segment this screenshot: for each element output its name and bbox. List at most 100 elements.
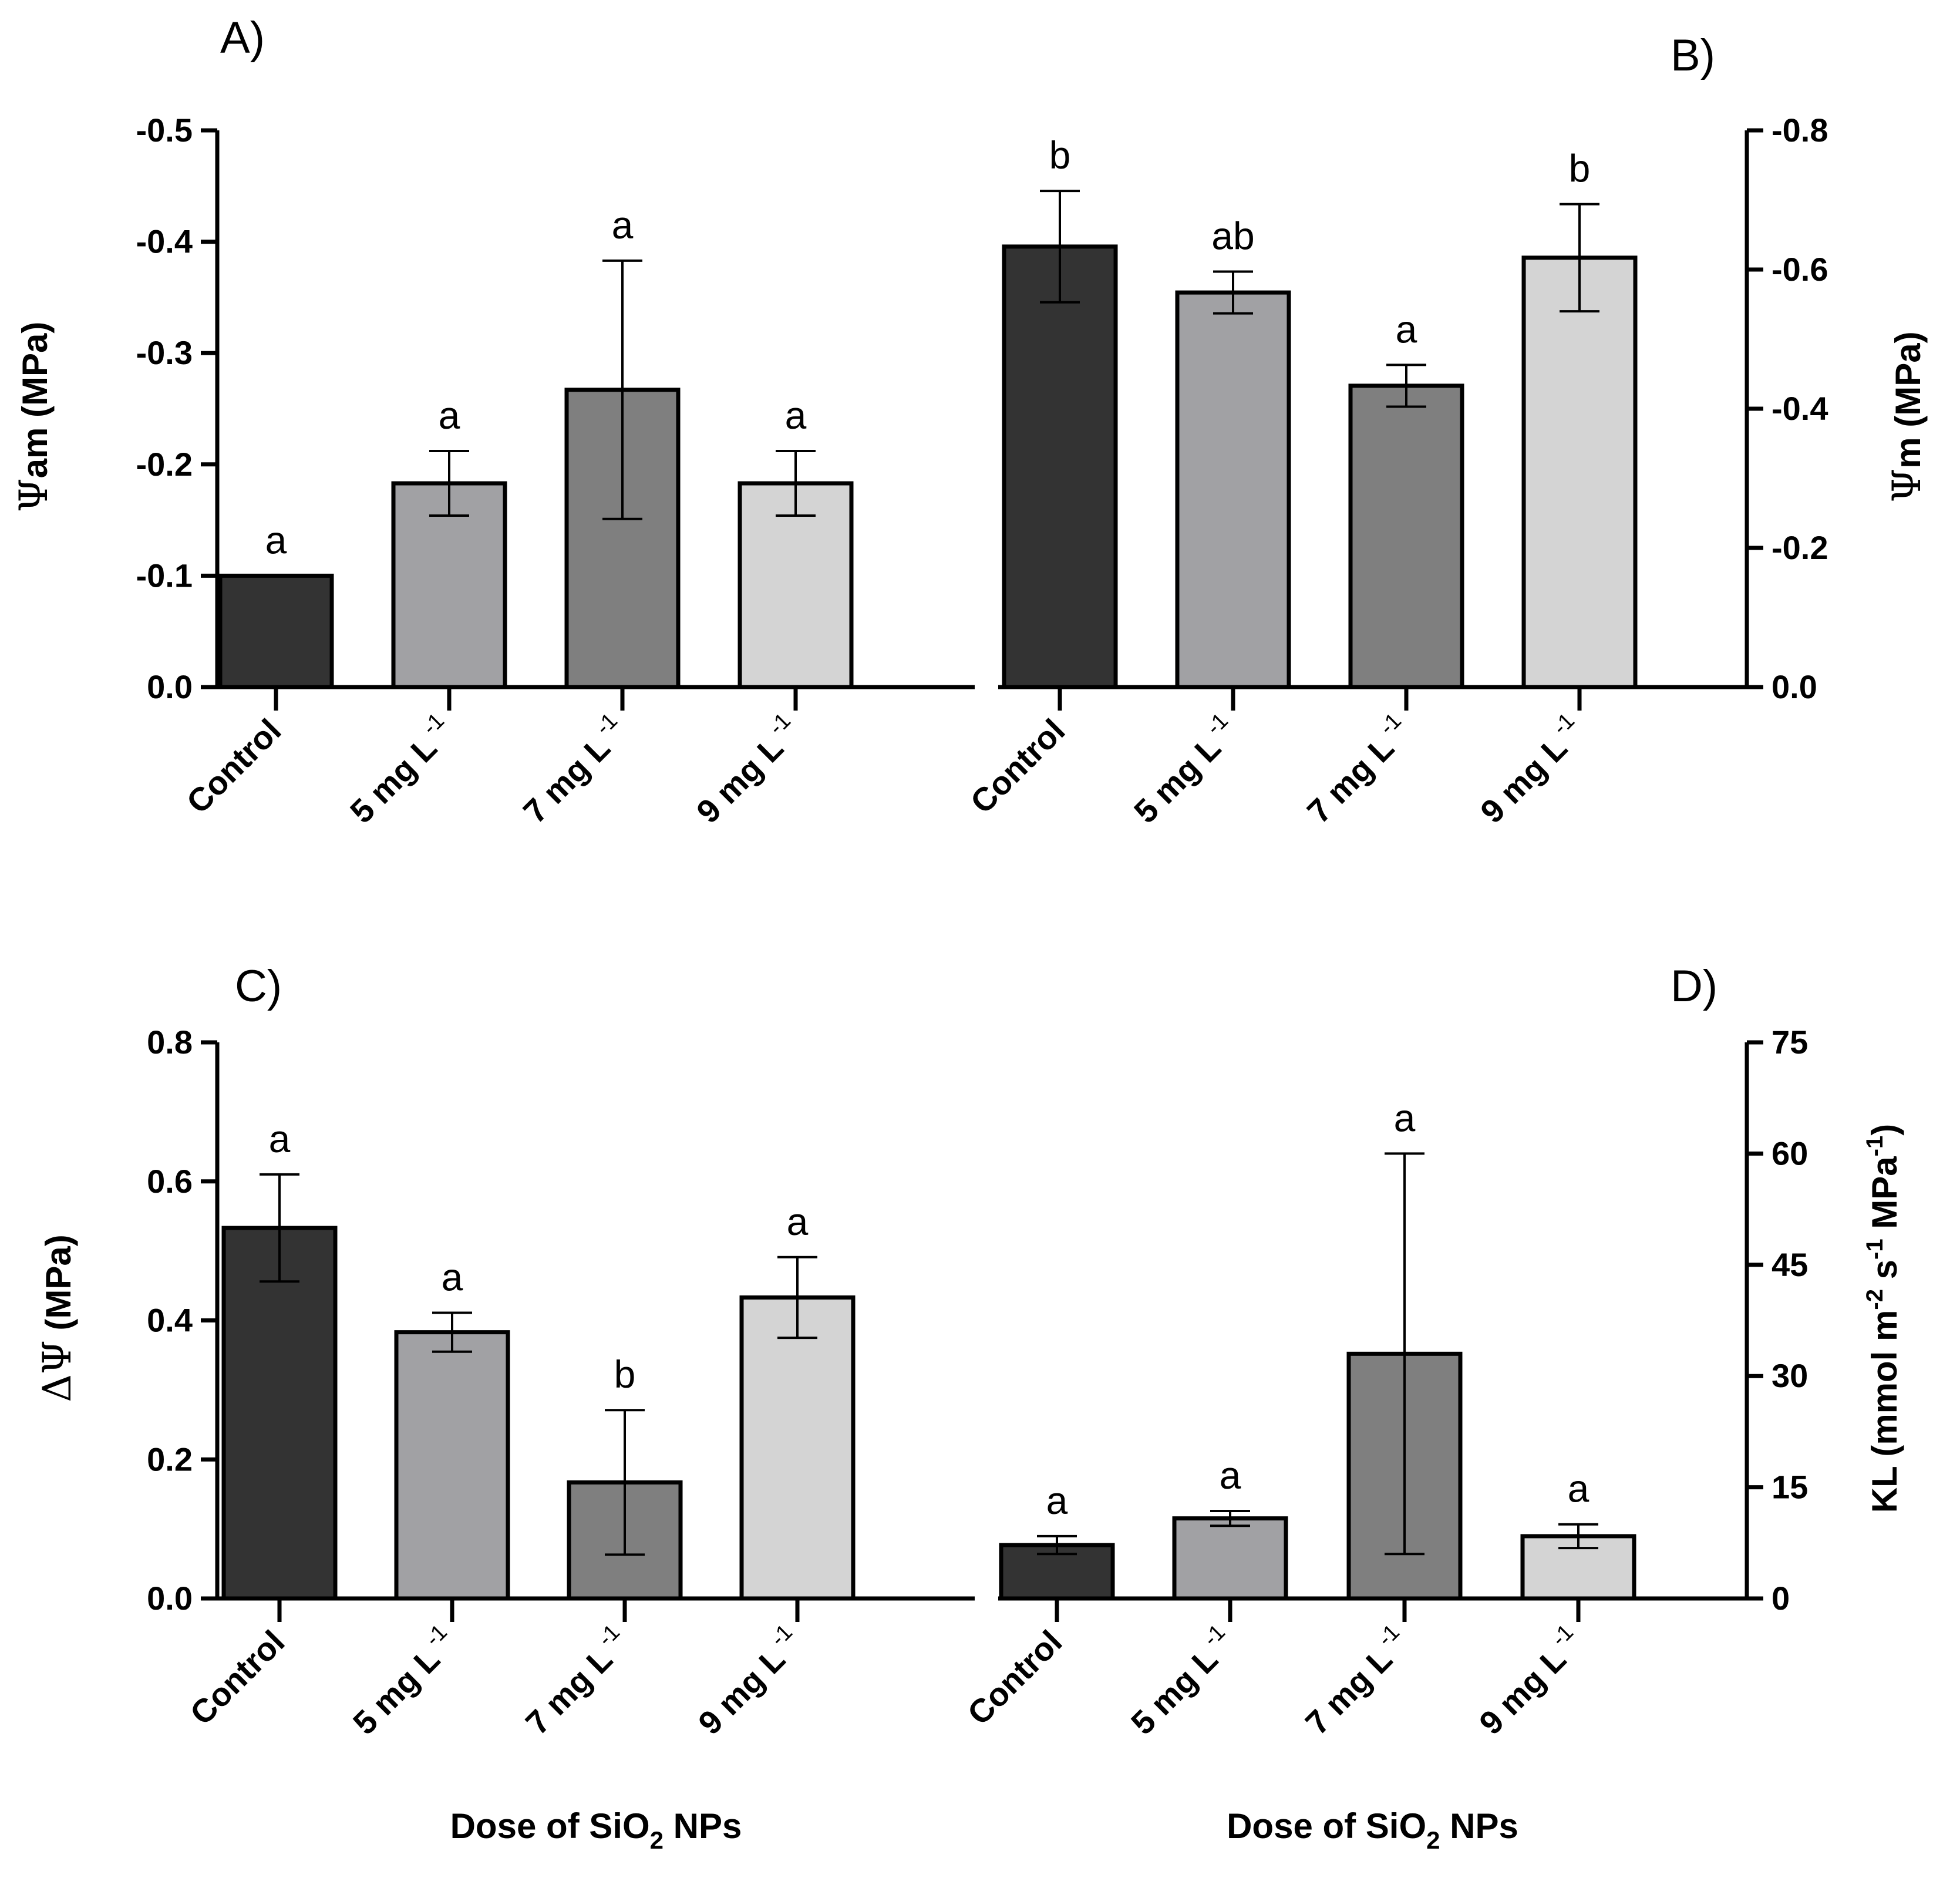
significance-letter: a [785,393,807,437]
x-title-main: Dose of SiO [450,1806,650,1846]
x-title-tail: NPs [664,1806,742,1846]
category-text: 5 mg L [346,1640,447,1741]
y-tick-label: -0.3 [136,334,193,371]
significance-letter: a [1046,1479,1068,1522]
error-bar-2 [429,450,469,517]
y-tick-label: 0.6 [147,1163,193,1200]
error-bar-3 [1386,364,1426,408]
category-text: 7 mg L [1298,1640,1399,1741]
y-tick-label: -0.4 [136,223,193,260]
significance-letter: a [787,1200,809,1243]
category-label: 5 mg L-1 [339,708,461,830]
error-bar-2 [432,1311,472,1353]
bar-1 [218,573,334,689]
significance-letter: a [1396,307,1417,351]
category-text: 7 mg L [518,1640,619,1741]
panel-label: A) [220,13,265,63]
y-tick-label: 30 [1772,1357,1808,1394]
y-label-part: MPa [1865,1156,1904,1239]
panel-label: D) [1671,961,1717,1011]
error-bar-4 [777,1256,817,1339]
y-tick-label: -0.6 [1772,251,1828,288]
y-tick-label: 0 [1772,1580,1790,1617]
error-bar-1 [260,1173,299,1283]
y-tick-label: 15 [1772,1469,1808,1506]
category-text: Control [963,712,1072,820]
y-tick-label: 0.2 [147,1441,193,1478]
significance-letter: a [265,518,287,561]
error-bar-3 [605,1409,645,1556]
significance-letter: b [614,1352,636,1396]
error-bar-2 [1213,270,1253,315]
y-label-symbol: Ψ [1884,469,1929,503]
x-axis-title: Dose of SiO2 NPs [1227,1806,1518,1854]
y-tick-label: 0.4 [147,1302,193,1339]
error-bar-4 [1558,1523,1598,1550]
y-label-text: (MPa) [39,1234,78,1340]
y-label-part: ) [1865,1124,1904,1136]
significance-letter: ab [1211,214,1254,258]
bar-4 [1521,255,1638,689]
y-tick-label: 75 [1772,1024,1808,1061]
y-tick-label: 0.0 [147,1580,193,1617]
error-bar-1 [1037,1534,1077,1556]
y-tick-label: 45 [1772,1246,1808,1283]
y-tick-label: -0.2 [136,446,193,483]
significance-letter: a [439,393,460,437]
significance-letter: a [269,1117,291,1160]
y-label-part: s [1865,1260,1904,1289]
y-tick-label: 60 [1772,1135,1808,1172]
y-tick-label: -0.1 [136,557,193,594]
y-label-superscript: -1 [1862,1136,1888,1157]
significance-letter: a [1394,1096,1416,1139]
category-label: 7 mg L-1 [513,708,634,830]
y-label-symbol: ΔΨ [35,1340,80,1402]
y-tick-label: -0.4 [1772,390,1828,427]
category-label: Control [960,1623,1069,1732]
y-label-text: am (MPa) [15,322,55,479]
category-text: 9 mg L [1473,729,1574,830]
category-text: 5 mg L [1127,729,1228,830]
error-bar-4 [776,450,816,517]
category-label: Control [183,1623,291,1732]
category-label: 9 mg L-1 [688,1620,809,1741]
y-tick-label: -0.8 [1772,112,1828,149]
category-text: 5 mg L [343,729,444,830]
y-axis-label: Ψam (MPa) [11,322,56,513]
panel-label: C) [235,961,282,1011]
bar-1 [1002,244,1118,689]
y-tick-label: 0.0 [147,668,193,705]
y-label-part: KL (mmol m [1865,1310,1904,1513]
error-bar-4 [1560,203,1599,313]
category-label: 5 mg L-1 [1120,1620,1242,1741]
x-title-tail: NPs [1440,1806,1518,1846]
bar-2 [1172,1516,1288,1601]
category-label: 7 mg L-1 [1296,708,1418,830]
significance-letter: a [612,203,634,247]
y-tick-label: 0.8 [147,1024,193,1061]
panel-a: A) a a a a 0.0 -0.1 -0.2 -0.3 -0.4 -0.5 Control 5 mg… [11,13,975,830]
significance-letter: b [1049,133,1071,177]
bar-3 [1348,383,1464,689]
category-text: 9 mg L [689,729,790,830]
y-label-superscript: -1 [1862,1238,1888,1260]
category-label: Control [963,712,1072,820]
category-label: 9 mg L-1 [1469,1620,1590,1741]
error-bar-3 [602,259,642,520]
bar-2 [1175,290,1291,689]
category-label: 5 mg L-1 [342,1620,464,1741]
category-label: 9 mg L-1 [1470,708,1591,830]
bar-2 [391,481,507,689]
y-tick-label: -0.2 [1772,529,1828,566]
bar-4 [739,1295,856,1601]
y-label-symbol: Ψ [11,478,56,512]
category-label: 7 mg L-1 [1295,1620,1416,1741]
category-text: Control [960,1623,1069,1732]
x-axis-title: Dose of SiO2 NPs [450,1806,742,1854]
category-label: Control [179,712,288,820]
bar-4 [737,481,854,689]
y-axis-label: Ψm (MPa) [1884,331,1929,502]
category-text: 7 mg L [516,729,617,830]
